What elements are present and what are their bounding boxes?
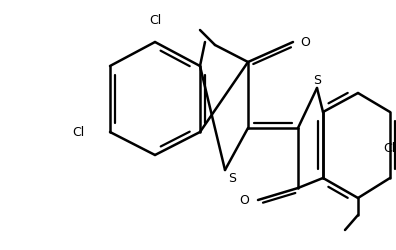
Text: Cl: Cl [384,142,396,154]
Text: Cl: Cl [149,14,161,26]
Text: Cl: Cl [72,126,84,138]
Text: O: O [239,194,249,206]
Text: O: O [300,36,310,49]
Text: S: S [313,74,321,86]
Text: S: S [228,172,236,184]
